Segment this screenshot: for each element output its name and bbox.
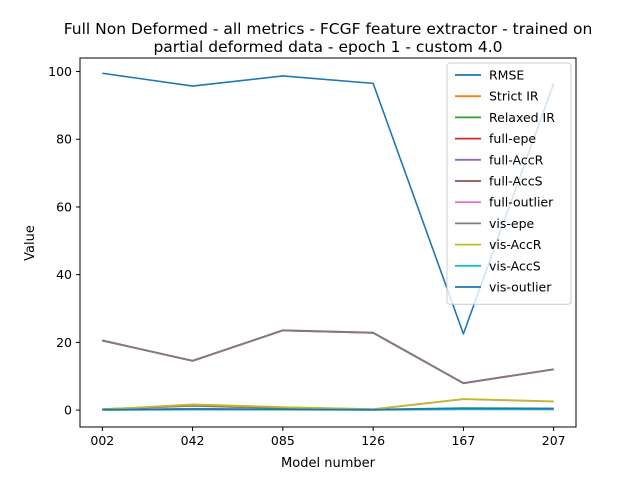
y-tick-label: 40 <box>56 267 72 282</box>
legend-label: vis-AccR <box>489 237 542 252</box>
chart-title-line-2: partial deformed data - epoch 1 - custom… <box>153 38 502 56</box>
series-line-vis-epe <box>102 329 554 385</box>
legend-label: RMSE <box>489 68 524 83</box>
x-tick-label: 085 <box>271 433 295 448</box>
series-line-full-epe <box>102 329 554 385</box>
x-tick-label: 002 <box>90 433 114 448</box>
legend: RMSE Strict IR Relaxed IR full-epe full-AccR… <box>446 62 572 305</box>
legend-label: full-AccR <box>489 152 544 167</box>
series-line-vis-accr <box>102 398 554 411</box>
legend-label: Relaxed IR <box>489 110 555 125</box>
x-axis-label: Model number <box>281 456 376 471</box>
series-line-vis-outlier <box>102 407 554 411</box>
x-tick-label: 126 <box>361 433 385 448</box>
legend-label: full-AccS <box>489 174 543 189</box>
x-tick-label: 167 <box>451 433 475 448</box>
legend-label: vis-outlier <box>489 280 552 295</box>
legend-label: full-epe <box>489 131 536 146</box>
plot-frame <box>79 57 577 428</box>
x-tick-label: 207 <box>542 433 566 448</box>
legend-label: vis-epe <box>489 216 535 231</box>
x-tick-label: 042 <box>181 433 205 448</box>
y-axis-label: Value <box>23 225 38 261</box>
y-tick-label: 80 <box>56 132 72 147</box>
y-tick-label: 60 <box>56 199 72 214</box>
chart-title-line-1: Full Non Deformed - all metrics - FCGF f… <box>64 20 593 38</box>
y-tick-label: 20 <box>56 335 72 350</box>
legend-label: vis-AccS <box>489 258 541 273</box>
y-tick-label: 100 <box>48 64 72 79</box>
legend-label: full-outlier <box>489 195 554 210</box>
legend-label: Strict IR <box>489 89 539 104</box>
plot-area: 002 042 085 126 167 207 0 20 40 60 80 100 <box>48 57 577 448</box>
y-tick-label: 0 <box>64 403 72 418</box>
